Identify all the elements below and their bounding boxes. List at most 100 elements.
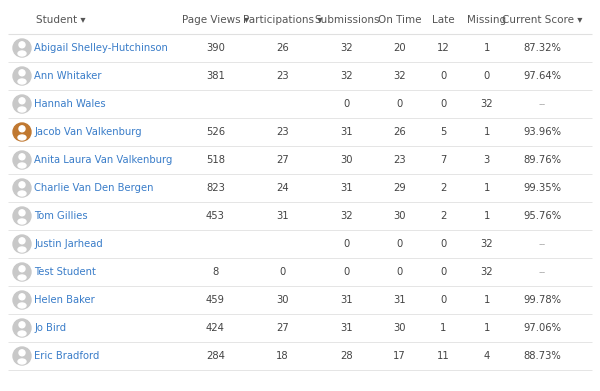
Text: Helen Baker: Helen Baker	[34, 295, 95, 305]
Text: Participations ▾: Participations ▾	[243, 15, 322, 25]
Text: 0: 0	[396, 99, 403, 109]
Text: 2: 2	[440, 211, 446, 221]
Text: 453: 453	[206, 211, 225, 221]
Text: 1: 1	[484, 183, 490, 193]
Text: 18: 18	[276, 351, 289, 361]
Circle shape	[19, 210, 25, 216]
Text: --: --	[539, 99, 546, 109]
Circle shape	[13, 235, 31, 253]
Circle shape	[13, 95, 31, 113]
Ellipse shape	[18, 275, 26, 280]
Circle shape	[13, 67, 31, 85]
Text: 23: 23	[393, 155, 406, 165]
Text: 20: 20	[393, 43, 406, 53]
Text: 3: 3	[484, 155, 490, 165]
Text: 1: 1	[484, 211, 490, 221]
Text: 23: 23	[276, 71, 289, 81]
Text: 95.76%: 95.76%	[523, 211, 562, 221]
Circle shape	[19, 98, 25, 104]
Text: 390: 390	[206, 43, 225, 53]
Text: 5: 5	[440, 127, 446, 137]
Text: 0: 0	[440, 295, 446, 305]
Ellipse shape	[18, 163, 26, 168]
Text: 24: 24	[276, 183, 289, 193]
Text: 424: 424	[206, 323, 225, 333]
Text: 99.35%: 99.35%	[523, 183, 562, 193]
Text: --: --	[539, 267, 546, 277]
Text: Jacob Van Valkenburg: Jacob Van Valkenburg	[34, 127, 142, 137]
Text: 0: 0	[440, 239, 446, 249]
Text: 32: 32	[340, 71, 353, 81]
Text: Justin Jarhead: Justin Jarhead	[34, 239, 103, 249]
Text: 0: 0	[440, 71, 446, 81]
Text: 93.96%: 93.96%	[523, 127, 562, 137]
Text: --: --	[539, 239, 546, 249]
Ellipse shape	[18, 359, 26, 364]
Ellipse shape	[18, 51, 26, 56]
Text: 12: 12	[437, 43, 449, 53]
Text: 823: 823	[206, 183, 225, 193]
Ellipse shape	[18, 219, 26, 224]
Text: 518: 518	[206, 155, 225, 165]
Text: 31: 31	[340, 295, 353, 305]
Text: 31: 31	[340, 323, 353, 333]
Text: 87.32%: 87.32%	[523, 43, 561, 53]
Text: 27: 27	[276, 323, 289, 333]
Circle shape	[13, 347, 31, 365]
Text: 0: 0	[396, 267, 403, 277]
Text: 1: 1	[484, 127, 490, 137]
Text: 0: 0	[396, 239, 403, 249]
Text: 23: 23	[276, 127, 289, 137]
Text: 0: 0	[344, 99, 350, 109]
Text: 8: 8	[212, 267, 218, 277]
Circle shape	[19, 42, 25, 48]
Text: 32: 32	[340, 43, 353, 53]
Text: 97.06%: 97.06%	[523, 323, 562, 333]
Circle shape	[13, 207, 31, 225]
Circle shape	[13, 151, 31, 169]
Text: 0: 0	[484, 71, 490, 81]
Text: 27: 27	[276, 155, 289, 165]
Circle shape	[13, 179, 31, 197]
Circle shape	[19, 182, 25, 188]
Text: 32: 32	[393, 71, 406, 81]
Text: 89.76%: 89.76%	[523, 155, 562, 165]
Circle shape	[19, 294, 25, 300]
Circle shape	[19, 154, 25, 160]
Text: 0: 0	[440, 99, 446, 109]
Text: Ann Whitaker: Ann Whitaker	[34, 71, 101, 81]
Text: Charlie Van Den Bergen: Charlie Van Den Bergen	[34, 183, 154, 193]
Text: Eric Bradford: Eric Bradford	[34, 351, 100, 361]
Circle shape	[19, 350, 25, 356]
Text: 30: 30	[276, 295, 289, 305]
Text: 7: 7	[440, 155, 446, 165]
Circle shape	[13, 123, 31, 141]
Text: 0: 0	[280, 267, 286, 277]
Text: 17: 17	[393, 351, 406, 361]
Text: 31: 31	[393, 295, 406, 305]
Ellipse shape	[18, 191, 26, 196]
Text: 1: 1	[484, 43, 490, 53]
Text: Student ▾: Student ▾	[36, 15, 86, 25]
Text: 0: 0	[344, 239, 350, 249]
Circle shape	[19, 70, 25, 76]
Text: 526: 526	[206, 127, 225, 137]
Text: 88.73%: 88.73%	[523, 351, 561, 361]
Text: Test Student: Test Student	[34, 267, 96, 277]
Circle shape	[19, 322, 25, 328]
Text: 32: 32	[481, 99, 493, 109]
Text: 11: 11	[437, 351, 449, 361]
Text: 2: 2	[440, 183, 446, 193]
Circle shape	[19, 266, 25, 272]
Text: Current Score ▾: Current Score ▾	[502, 15, 583, 25]
Circle shape	[19, 238, 25, 244]
Text: 4: 4	[484, 351, 490, 361]
Text: 30: 30	[340, 155, 353, 165]
Text: 31: 31	[340, 183, 353, 193]
Text: 30: 30	[393, 323, 406, 333]
Text: 99.78%: 99.78%	[523, 295, 562, 305]
Text: 32: 32	[481, 267, 493, 277]
Text: 0: 0	[344, 267, 350, 277]
Text: 32: 32	[340, 211, 353, 221]
Circle shape	[13, 291, 31, 309]
